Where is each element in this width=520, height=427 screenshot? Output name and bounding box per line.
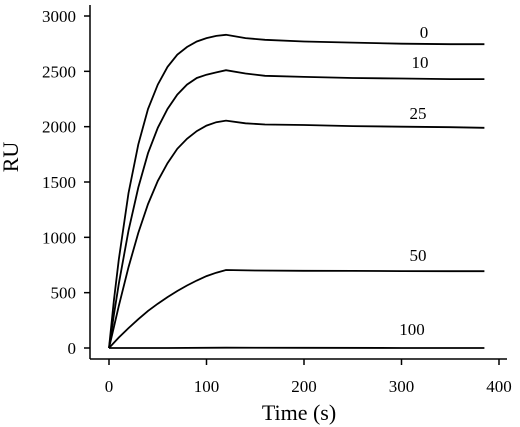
y-tick-label: 500 — [51, 284, 77, 303]
y-tick-label: 1000 — [42, 228, 76, 247]
series-curve-10 — [108, 69, 485, 349]
y-tick-label: 1500 — [42, 173, 76, 192]
y-tick-label: 0 — [68, 339, 77, 358]
y-tick-label: 3000 — [42, 7, 76, 26]
series-label-0: 0 — [420, 23, 429, 42]
series-curve-25 — [108, 119, 485, 349]
series-label-100: 100 — [399, 320, 425, 339]
y-axis-title: RU — [0, 142, 23, 173]
x-axis-title: Time (s) — [262, 400, 336, 425]
x-ticks: 0 100 200 300 400 — [105, 359, 512, 396]
x-tick-label: 0 — [105, 377, 114, 396]
x-tick-label: 300 — [389, 377, 415, 396]
y-ticks: 0 500 1000 1500 2000 2500 3000 — [42, 7, 90, 358]
plot-frame — [89, 5, 507, 360]
y-tick-label: 2000 — [42, 118, 76, 137]
x-tick-label: 400 — [486, 377, 512, 396]
x-tick-label: 200 — [291, 377, 317, 396]
series-label-25: 25 — [410, 104, 427, 123]
series-label-50: 50 — [410, 246, 427, 265]
x-tick-label: 100 — [194, 377, 220, 396]
series-label-10: 10 — [412, 53, 429, 72]
curves — [108, 33, 485, 349]
y-tick-label: 2500 — [42, 62, 76, 81]
series-labels: 0 10 25 50 100 — [399, 23, 428, 339]
series-curve-0 — [108, 33, 485, 349]
series-curve-50 — [108, 269, 485, 349]
